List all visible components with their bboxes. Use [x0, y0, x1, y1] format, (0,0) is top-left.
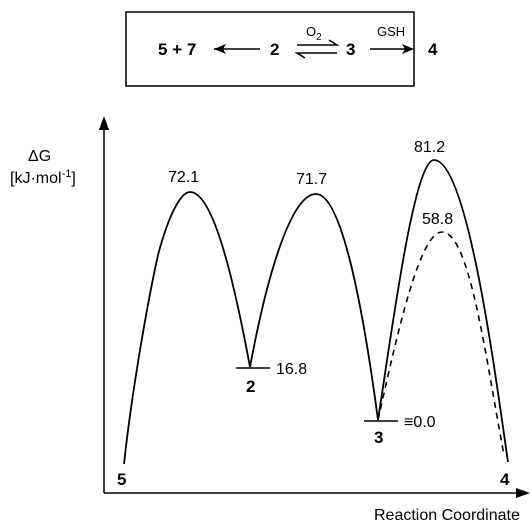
y-axis-arrowhead — [99, 116, 109, 130]
energy-profile-dashed-curve — [377, 231, 505, 456]
scheme-reagent-gsh: GSH — [377, 24, 405, 39]
y-axis-label-line2: [kJ·mol-1] — [10, 168, 76, 187]
energy-label-int3: ≡0.0 — [404, 414, 436, 431]
y-axis-label-line1: ΔG — [28, 148, 51, 165]
scheme-left-product: 5 + 7 — [158, 40, 196, 59]
reaction-scheme: 5 + 7 2 O2 3 GSH 4 — [125, 11, 438, 87]
axes: ΔG [kJ·mol-1] Reaction Coordinate — [10, 116, 530, 524]
scheme-reagent-o2: O2 — [306, 24, 322, 43]
scheme-arrow-right-head — [402, 44, 414, 54]
species-label-int2: 2 — [246, 377, 255, 396]
scheme-species-3: 3 — [346, 40, 355, 59]
x-axis-arrowhead — [516, 488, 530, 498]
energy-label-int2: 16.8 — [276, 361, 307, 378]
species-label-end: 4 — [500, 470, 510, 489]
scheme-species-2: 2 — [270, 40, 279, 59]
species-label-start: 5 — [117, 470, 126, 489]
energy-label-ts3: 81.2 — [414, 139, 445, 156]
energy-label-ts1: 72.1 — [168, 169, 199, 186]
scheme-species-4: 4 — [428, 40, 438, 59]
scheme-harpoon-reverse — [294, 52, 337, 59]
x-axis-label: Reaction Coordinate — [374, 507, 520, 524]
energy-label-ts2: 71.7 — [296, 171, 327, 188]
scheme-arrow-left-head — [214, 44, 226, 54]
scheme-harpoon-forward — [297, 39, 340, 46]
species-label-int3: 3 — [374, 428, 383, 447]
energy-label-ts3-alt: 58.8 — [422, 211, 453, 228]
energy-profile-curve — [123, 159, 509, 465]
